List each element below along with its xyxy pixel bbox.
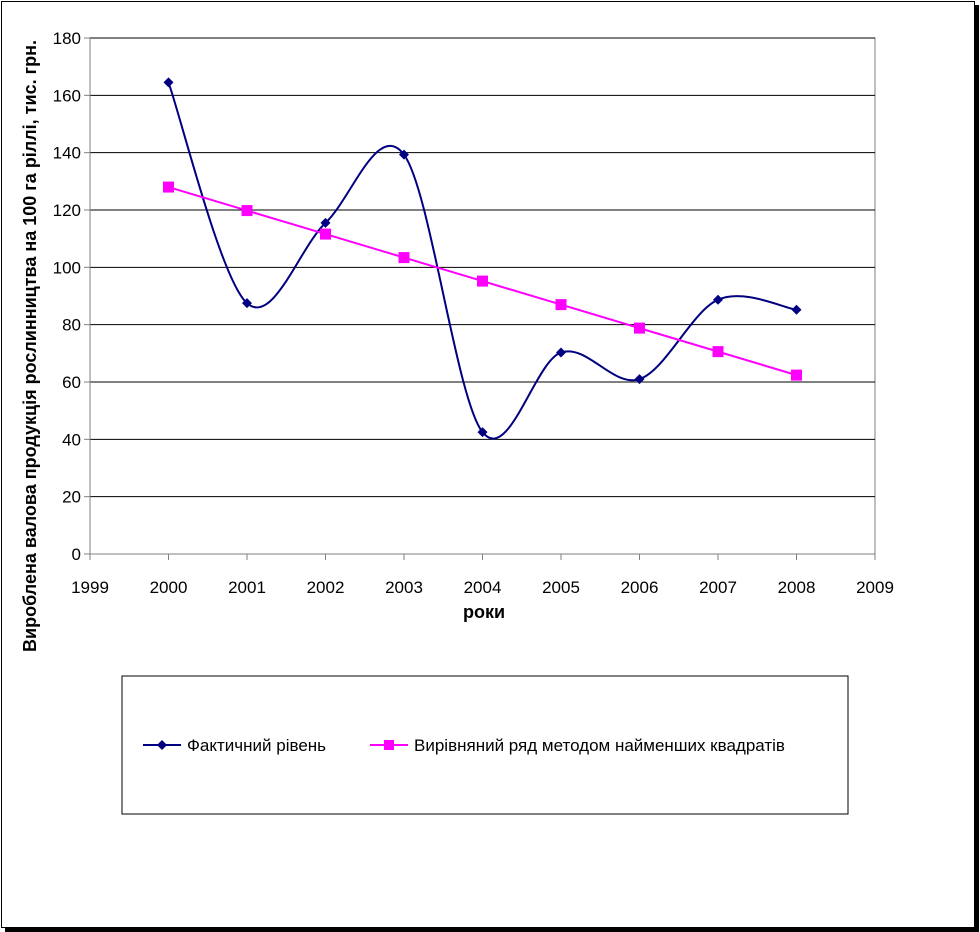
series-line-actual [167,82,797,440]
legend: Фактичний рівень Вирівняний ряд методом … [121,675,849,815]
y-tick-label: 0 [72,545,81,564]
legend-label-trend: Вирівняний ряд методом найменших квадрат… [414,736,785,755]
legend-item-trend: Вирівняний ряд методом найменших квадрат… [370,736,785,755]
data-point-trend [320,228,331,240]
data-point-actual [791,304,802,315]
legend-marker-actual [157,740,167,750]
x-tick-label: 2004 [464,578,502,597]
legend-label-actual: Фактичний рівень [187,736,326,755]
data-point-actual [477,427,488,438]
x-tick-label: 2009 [856,578,894,597]
x-tick-label: 2000 [150,578,188,597]
y-tick-label: 120 [53,201,81,220]
series-layer [163,77,802,440]
legend-marker-trend [384,740,394,750]
x-tick-label: 2006 [621,578,659,597]
y-tick-label: 80 [62,316,81,335]
x-tick-label: 2001 [228,578,266,597]
data-point-trend [555,299,567,311]
y-tick-label: 20 [62,488,81,507]
x-tick-label: 2007 [699,578,737,597]
y-tick-label: 40 [62,430,81,449]
data-point-trend [791,369,802,381]
y-tick-label: 100 [53,258,81,277]
data-point-actual [242,298,252,309]
data-point-actual [163,77,174,88]
x-tick-label: 2005 [542,578,580,597]
x-axis-title: роки [463,602,505,622]
data-point-actual [556,347,566,358]
x-tick-label: 1999 [71,578,109,597]
y-tick-label: 160 [53,86,81,105]
legend-box [121,675,849,815]
data-point-trend [477,275,488,287]
y-axis-title: Вироблена валова продукція рослинництва … [20,40,40,652]
legend-item-actual: Фактичний рівень [143,736,326,755]
data-point-actual [320,217,331,228]
data-point-actual [399,149,409,160]
x-axis-ticks: 1999 2000 2001 2002 2003 2004 2005 2006 2007 2008… [71,554,894,597]
y-axis-ticks: 0 20 40 60 80 100 120 140 160 180 [53,29,90,564]
x-tick-label: 2002 [307,578,345,597]
y-tick-label: 60 [62,373,81,392]
data-point-trend [398,252,410,264]
y-tick-label: 180 [53,29,81,48]
y-tick-label: 140 [53,144,81,163]
data-point-trend [712,346,724,358]
data-point-trend [241,205,253,217]
data-point-actual [713,294,723,305]
x-tick-label: 2008 [778,578,816,597]
x-tick-label: 2003 [385,578,423,597]
gridlines [90,37,875,498]
plot-area [89,37,876,555]
data-point-trend [634,322,645,334]
data-point-actual [634,374,645,385]
data-point-trend [163,181,174,193]
